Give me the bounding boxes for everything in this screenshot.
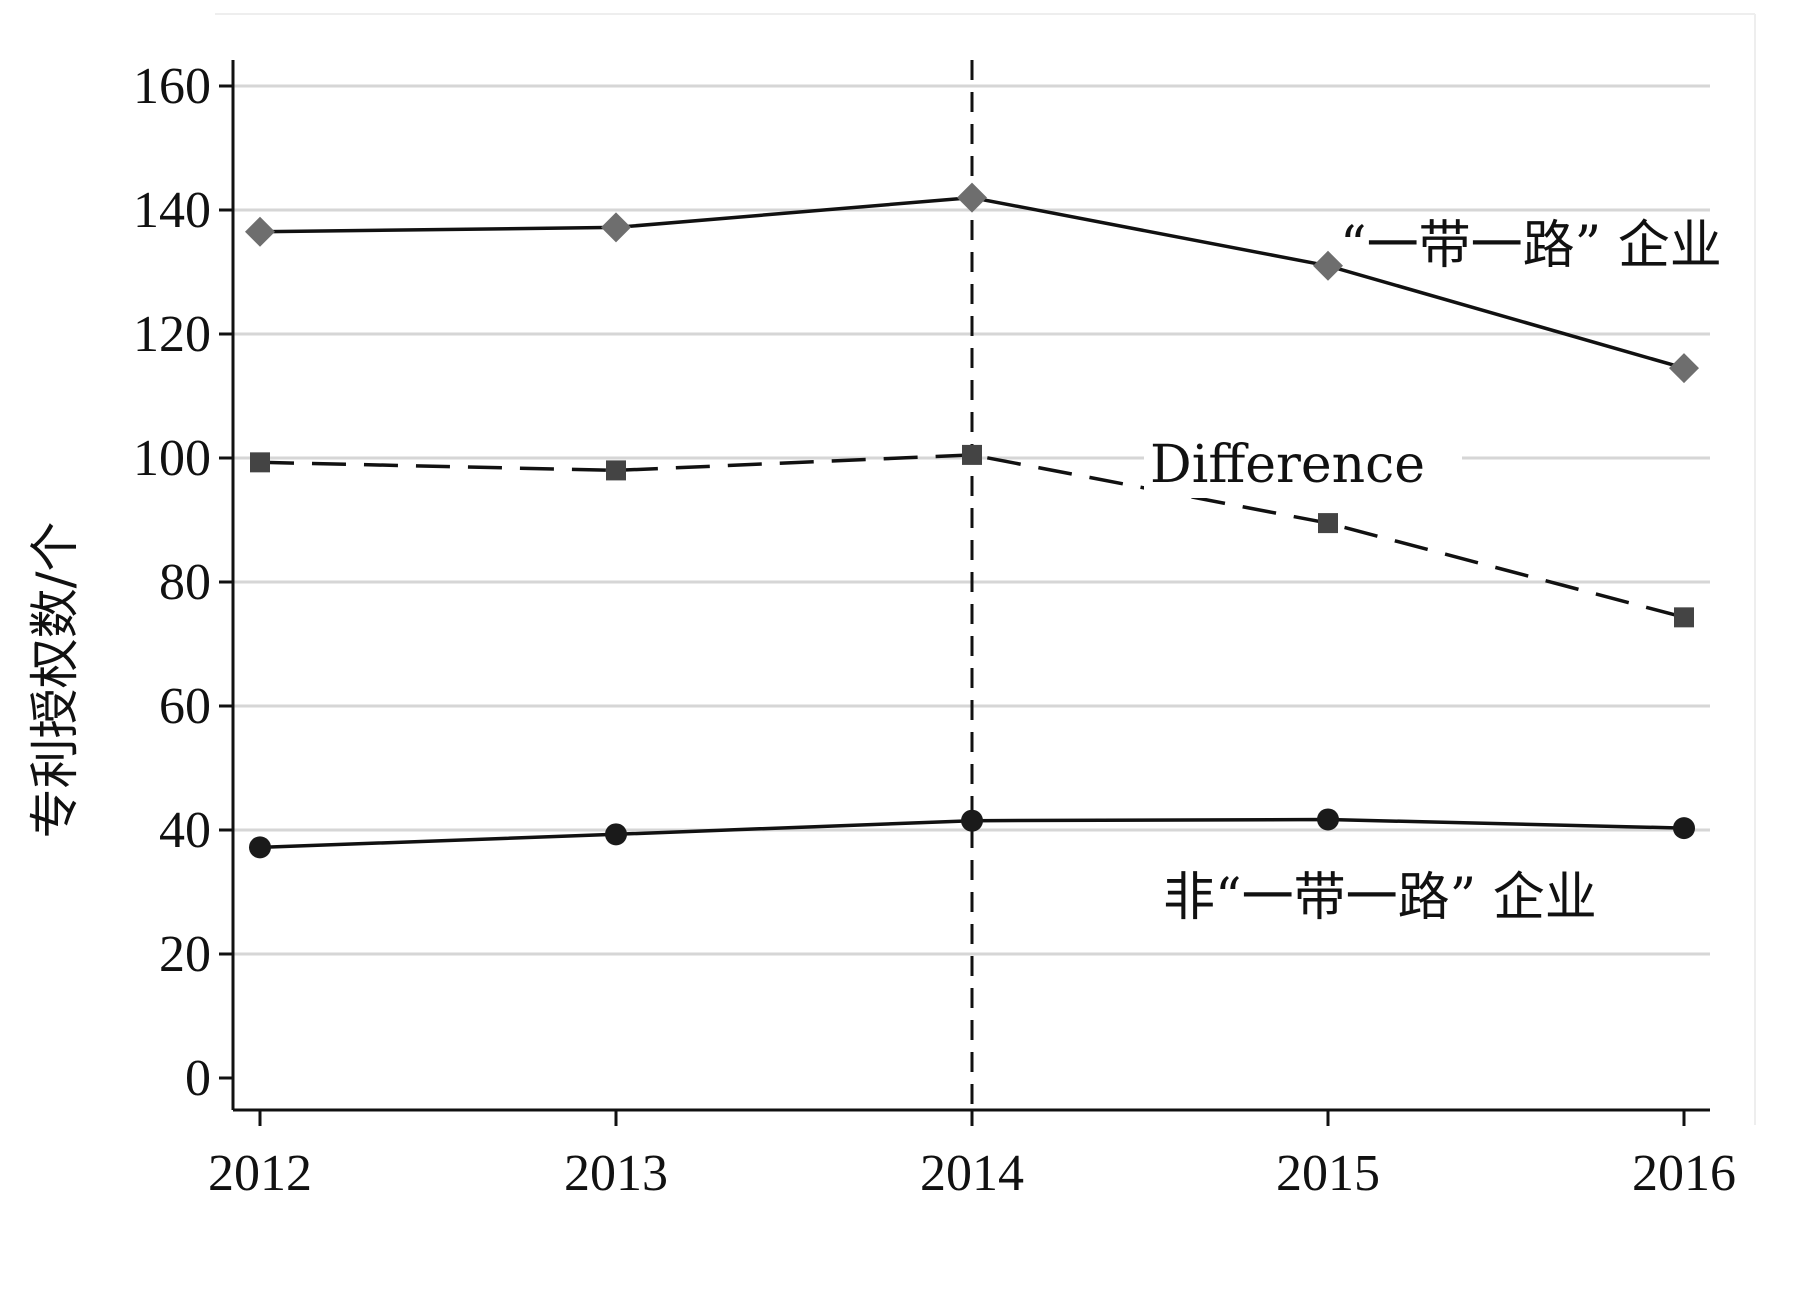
y-tick-label-120: 120 <box>133 306 211 363</box>
marker-2-2012 <box>249 836 271 859</box>
marker-0-2013 <box>601 212 631 243</box>
series-layer <box>245 182 1699 859</box>
series-label-1: Difference <box>1150 435 1425 495</box>
marker-0-2012 <box>245 216 275 247</box>
series-2 <box>249 808 1695 859</box>
marker-1-2014 <box>962 444 982 465</box>
axes <box>215 13 1756 1125</box>
series-1 <box>250 444 1694 628</box>
marker-1-2013 <box>606 460 626 481</box>
x-ticks: 2012 2013 2014 2015 2016 <box>208 1110 1736 1202</box>
y-ticks: 0 20 40 60 80 100 120 140 160 <box>133 58 233 1107</box>
marker-2-2013 <box>605 823 627 846</box>
x-tick-label-2016: 2016 <box>1632 1145 1736 1202</box>
series-label-2: 非“一带一路” 企业 <box>1163 868 1597 928</box>
marker-2-2016 <box>1673 817 1695 840</box>
marker-0-2015 <box>1313 250 1343 281</box>
series-line-1 <box>259 453 1685 619</box>
x-tick-label-2013: 2013 <box>564 1145 668 1202</box>
marker-1-2015 <box>1318 513 1338 534</box>
marker-0-2016 <box>1669 353 1699 384</box>
marker-0-2014 <box>957 182 987 213</box>
marker-2-2014 <box>961 809 983 832</box>
x-tick-label-2014: 2014 <box>920 1145 1024 1202</box>
marker-2-2015 <box>1317 808 1339 831</box>
y-tick-label-100: 100 <box>133 430 211 487</box>
y-tick-label-40: 40 <box>159 802 211 859</box>
y-tick-label-0: 0 <box>185 1050 211 1107</box>
y-tick-label-20: 20 <box>159 926 211 983</box>
x-tick-label-2012: 2012 <box>208 1145 312 1202</box>
series-label-0: “一带一路” 企业 <box>1340 216 1722 276</box>
marker-1-2016 <box>1674 607 1694 628</box>
series-labels: “一带一路” 企业 Difference 非“一带一路” 企业 <box>1144 216 1722 928</box>
x-tick-label-2015: 2015 <box>1276 1145 1380 1202</box>
y-axis-title: 专利授权数/个 <box>26 522 84 839</box>
y-tick-label-160: 160 <box>133 58 211 115</box>
y-tick-label-80: 80 <box>159 554 211 611</box>
y-tick-label-60: 60 <box>159 678 211 735</box>
y-tick-label-140: 140 <box>133 182 211 239</box>
series-0 <box>245 182 1699 384</box>
difference-label-bg <box>1144 434 1462 498</box>
marker-1-2012 <box>250 452 270 473</box>
